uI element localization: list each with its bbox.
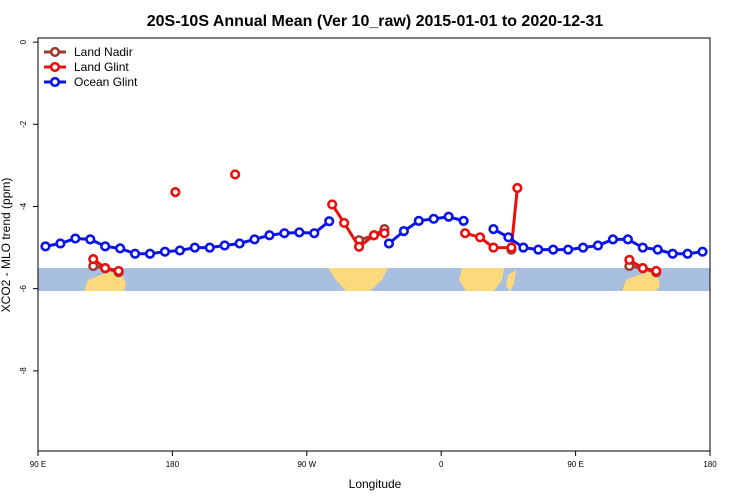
data-point bbox=[279, 228, 290, 239]
data-point bbox=[518, 242, 529, 253]
y-tick-label: -4 bbox=[19, 202, 28, 210]
data-point bbox=[624, 254, 635, 266]
data-point bbox=[379, 228, 390, 239]
data-point bbox=[353, 241, 365, 252]
x-tick-label: 0 bbox=[439, 460, 444, 469]
data-point bbox=[503, 232, 514, 243]
data-point bbox=[506, 242, 517, 253]
data-point bbox=[234, 238, 245, 249]
data-point bbox=[682, 248, 693, 259]
map-strip bbox=[38, 268, 710, 291]
data-point bbox=[563, 244, 574, 255]
x-tick-label: 90 E bbox=[30, 460, 46, 469]
x-axis-title: Longitude bbox=[349, 477, 402, 491]
data-point bbox=[115, 243, 126, 254]
data-point bbox=[488, 223, 499, 235]
data-point bbox=[592, 240, 604, 251]
data-point bbox=[607, 234, 619, 245]
data-point bbox=[368, 230, 380, 241]
y-axis-title: XCO2 - MLO trend (ppm) bbox=[0, 178, 13, 313]
data-point bbox=[413, 215, 424, 226]
data-point bbox=[697, 246, 708, 257]
data-point bbox=[189, 242, 200, 253]
data-point bbox=[324, 216, 335, 227]
y-tick-label: -2 bbox=[19, 120, 28, 128]
data-point bbox=[309, 228, 320, 239]
plot-frame bbox=[37, 37, 711, 452]
x-tick-label: 90 W bbox=[297, 460, 316, 469]
x-tick-label: 180 bbox=[703, 460, 717, 469]
data-point bbox=[458, 215, 469, 226]
data-point bbox=[383, 238, 395, 249]
land-shape bbox=[84, 272, 126, 291]
data-point bbox=[339, 217, 350, 229]
data-point bbox=[577, 242, 589, 253]
data-point bbox=[428, 213, 439, 224]
data-point bbox=[100, 263, 111, 274]
data-point bbox=[230, 169, 241, 180]
data-point bbox=[443, 211, 454, 222]
y-tick-label: -8 bbox=[19, 367, 28, 375]
data-point bbox=[204, 242, 215, 253]
data-point bbox=[174, 245, 185, 256]
data-point bbox=[488, 242, 499, 253]
data-point bbox=[398, 226, 409, 237]
data-point bbox=[129, 248, 141, 259]
data-point bbox=[533, 244, 544, 255]
data-point bbox=[70, 233, 81, 244]
data-point bbox=[249, 234, 260, 245]
legend-label: Land Glint bbox=[74, 60, 129, 74]
y-tick-label: -6 bbox=[19, 285, 28, 293]
data-point bbox=[652, 244, 663, 255]
data-point bbox=[637, 242, 648, 253]
land-shape bbox=[506, 270, 516, 291]
data-point bbox=[159, 246, 171, 257]
data-point bbox=[113, 265, 124, 277]
data-point bbox=[85, 234, 96, 245]
data-point bbox=[327, 199, 338, 210]
data-point bbox=[219, 240, 230, 251]
data-point bbox=[40, 241, 51, 252]
data-point bbox=[88, 253, 99, 265]
land-shape bbox=[328, 268, 388, 291]
x-tick-label: 90 E bbox=[567, 460, 583, 469]
legend-marker bbox=[49, 61, 61, 73]
legend-label: Land Nadir bbox=[74, 45, 133, 59]
data-point bbox=[637, 263, 648, 274]
data-point bbox=[474, 232, 486, 243]
legend-marker bbox=[49, 46, 61, 58]
legend-label: Ocean Glint bbox=[74, 75, 138, 89]
data-point bbox=[622, 234, 633, 245]
legend-marker bbox=[49, 76, 61, 88]
data-point bbox=[264, 230, 275, 241]
chart-title: 20S-10S Annual Mean (Ver 10_raw) 2015-01… bbox=[147, 13, 604, 30]
data-point bbox=[548, 244, 559, 255]
data-point bbox=[170, 187, 181, 198]
data-point bbox=[459, 228, 471, 239]
x-tick-label: 180 bbox=[166, 460, 180, 469]
data-point bbox=[55, 238, 66, 249]
data-point bbox=[512, 182, 523, 194]
series-line bbox=[92, 187, 657, 273]
land-shape bbox=[622, 272, 660, 291]
data-point bbox=[667, 248, 678, 259]
data-point bbox=[144, 248, 156, 259]
data-point bbox=[100, 241, 111, 252]
land-shape bbox=[459, 268, 504, 291]
data-point bbox=[294, 227, 305, 238]
y-tick-label: 0 bbox=[19, 39, 28, 44]
data-point bbox=[651, 265, 662, 277]
